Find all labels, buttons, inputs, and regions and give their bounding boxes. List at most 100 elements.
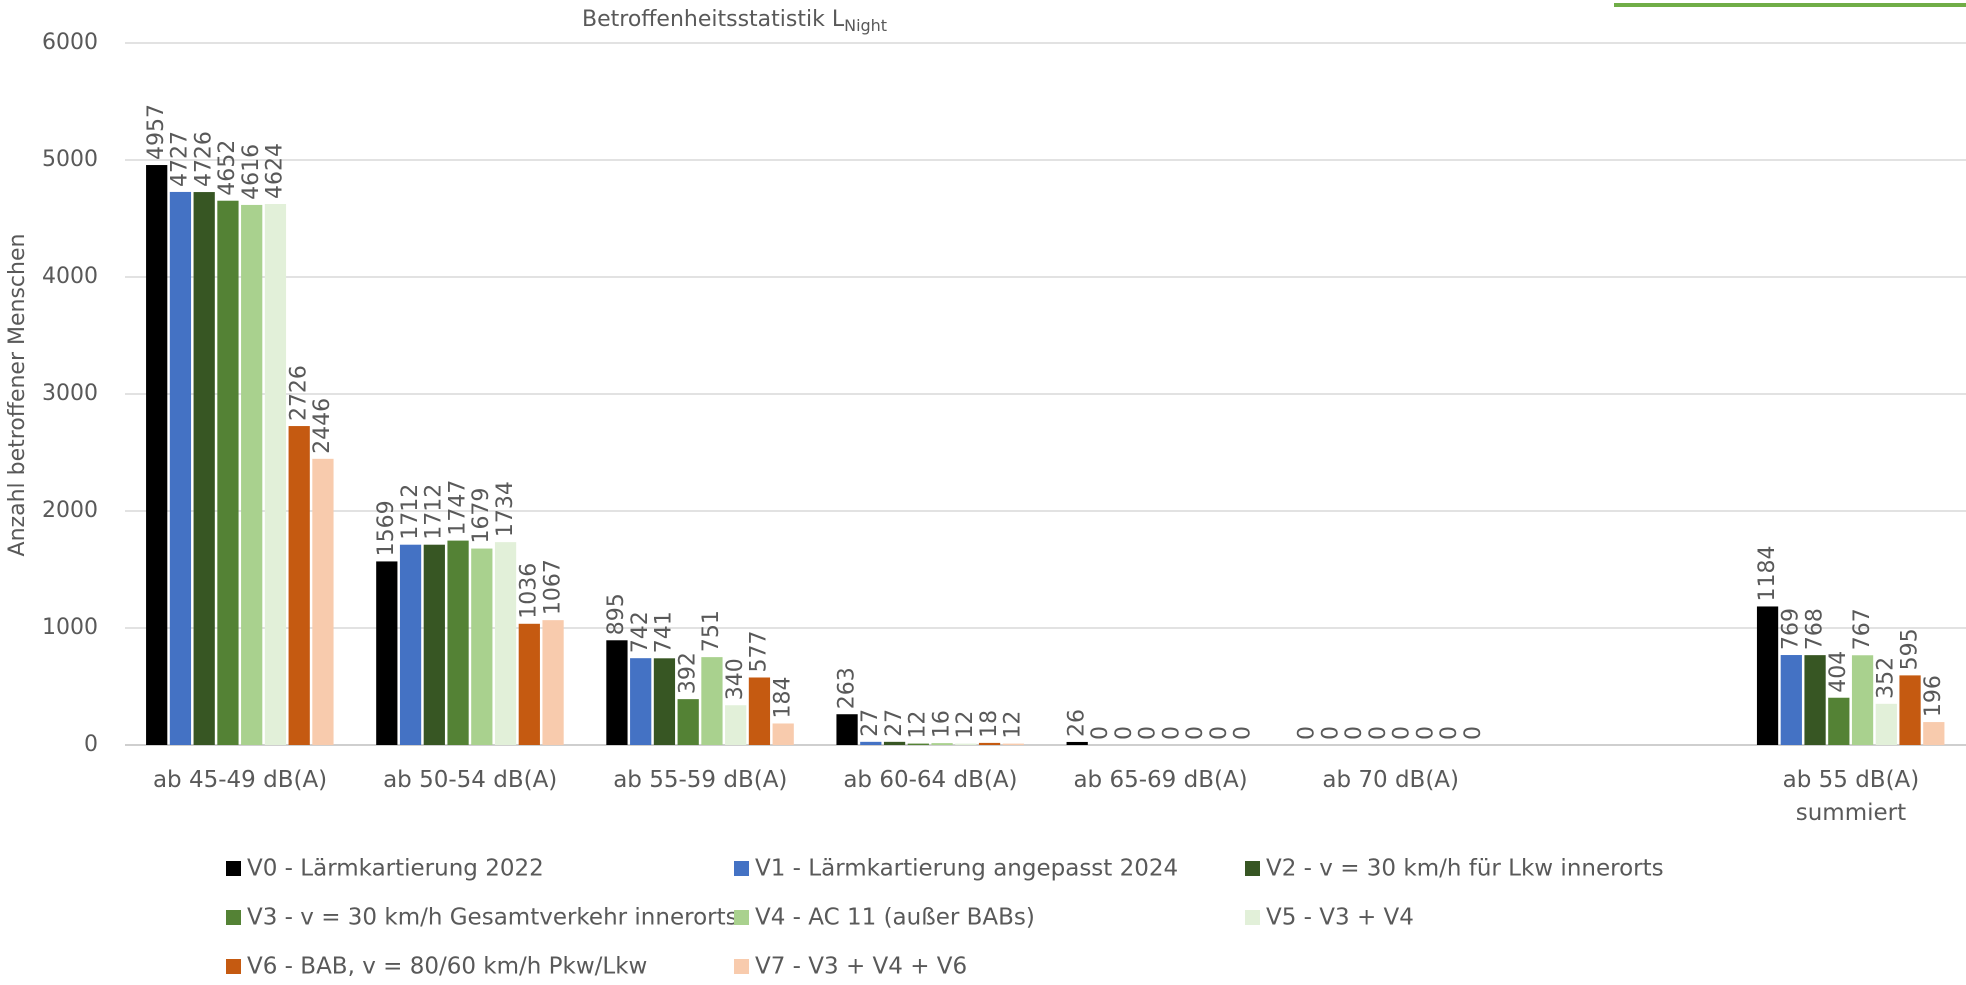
value-label: 0 [1437, 726, 1462, 740]
bar [701, 657, 723, 745]
y-tick-label: 4000 [42, 264, 98, 289]
bar [1780, 655, 1802, 745]
bar [725, 705, 747, 745]
bar [883, 741, 906, 745]
y-tick-label: 3000 [42, 381, 98, 406]
value-label: 27 [882, 709, 907, 737]
value-label: 895 [604, 593, 629, 635]
value-label: 352 [1874, 657, 1899, 699]
value-label: 263 [834, 667, 859, 709]
bar [1899, 675, 1921, 745]
value-label: 1569 [374, 500, 399, 556]
value-label: 12 [1001, 711, 1026, 739]
value-label: 0 [1413, 726, 1438, 740]
value-label: 404 [1826, 651, 1851, 693]
bar [423, 544, 445, 745]
bar [955, 743, 977, 745]
value-label: 184 [770, 676, 795, 718]
bar [447, 540, 469, 745]
value-label: 0 [1366, 726, 1391, 740]
bar [1828, 697, 1850, 745]
bar [931, 743, 953, 745]
value-label: 27 [858, 709, 883, 737]
x-tick-label: ab 50-54 dB(A) [383, 767, 558, 793]
title-subscript: Night [844, 16, 887, 35]
bar [288, 426, 310, 745]
value-label: 0 [1461, 726, 1486, 740]
bar [748, 677, 771, 745]
bar [606, 640, 628, 745]
value-label: 392 [675, 652, 700, 694]
bar [542, 620, 564, 745]
y-tick-label: 1000 [42, 615, 98, 640]
value-label: 1712 [398, 484, 423, 540]
value-label: 4624 [263, 143, 288, 199]
legend-label: V2 - v = 30 km/h für Lkw innerorts [1266, 856, 1664, 882]
legend-swatch [734, 910, 749, 925]
bar [1851, 655, 1874, 745]
value-label: 0 [1295, 726, 1320, 740]
bar [653, 658, 676, 745]
bar [217, 200, 239, 745]
value-label: 12 [953, 711, 978, 739]
value-label: 1067 [540, 559, 565, 615]
legend-label: V7 - V3 + V4 + V6 [755, 954, 967, 980]
bar [1002, 743, 1024, 745]
value-label: 4652 [215, 140, 240, 196]
legend-swatch [226, 910, 241, 925]
value-label: 16 [929, 710, 954, 738]
legend-label: V6 - BAB, v = 80/60 km/h Pkw/Lkw [247, 954, 647, 980]
value-label: 340 [723, 658, 748, 700]
y-tick-label: 5000 [42, 147, 98, 172]
legend-swatch [226, 861, 241, 876]
legend-label: V3 - v = 30 km/h Gesamtverkehr innerorts [247, 905, 738, 931]
value-label: 0 [1318, 726, 1343, 740]
value-label: 2446 [310, 398, 335, 454]
value-label: 1679 [469, 488, 494, 544]
value-label: 1734 [493, 481, 518, 537]
value-label: 18 [977, 710, 1002, 738]
bar [264, 203, 287, 745]
bar [677, 699, 699, 745]
value-label: 0 [1342, 726, 1367, 740]
bar [907, 743, 929, 745]
bar [630, 658, 652, 745]
bar [494, 542, 517, 745]
legend-swatch [1245, 910, 1260, 925]
value-label: 0 [1088, 726, 1113, 740]
x-tick-label: ab 55 dB(A) summiert [1782, 767, 1920, 826]
x-tick-label: ab 65-69 dB(A) [1073, 767, 1248, 793]
y-axis-label: Anzahl betroffener Menschen [5, 234, 30, 557]
bar [376, 561, 398, 745]
bar [1804, 655, 1826, 745]
value-label: 595 [1897, 628, 1922, 670]
bar [1875, 703, 1897, 745]
value-label: 26 [1064, 709, 1089, 737]
value-label: 1036 [517, 563, 542, 619]
bar [860, 741, 882, 745]
bar [146, 165, 168, 745]
bar [241, 204, 263, 746]
value-label: 751 [699, 610, 724, 652]
legend-swatch [734, 861, 749, 876]
value-label: 1747 [445, 480, 470, 536]
legend-label: V1 - Lärmkartierung angepasst 2024 [755, 856, 1178, 882]
bar [1756, 606, 1779, 745]
legend-label: V0 - Lärmkartierung 2022 [247, 856, 544, 882]
bar [169, 191, 192, 746]
value-label: 0 [1207, 726, 1232, 740]
y-tick-label: 6000 [42, 30, 98, 55]
bar [471, 548, 493, 745]
x-tick-label: ab 70 dB(A) [1322, 767, 1460, 793]
y-tick-label: 2000 [42, 498, 98, 523]
value-label: 741 [652, 611, 677, 653]
value-label: 4957 [144, 104, 169, 160]
bar [399, 544, 422, 745]
bar [193, 192, 215, 746]
value-label: 768 [1802, 608, 1827, 650]
value-label: 769 [1779, 608, 1804, 650]
x-tick-label: ab 60-64 dB(A) [843, 767, 1018, 793]
x-tick-label: ab 45-49 dB(A) [152, 767, 328, 793]
